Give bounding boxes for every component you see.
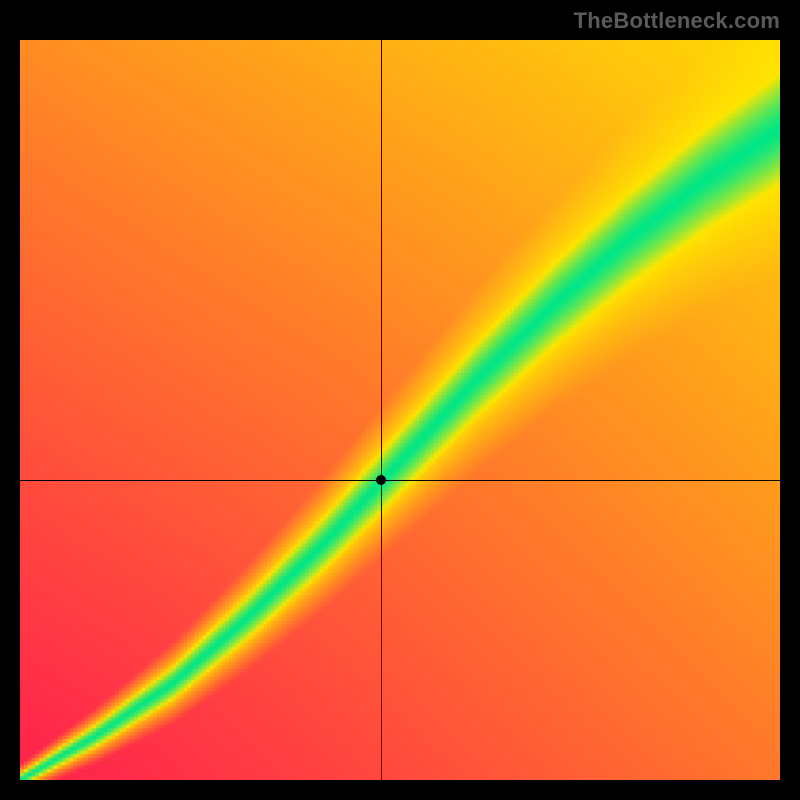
selection-marker [376,475,386,485]
watermark-text: TheBottleneck.com [574,8,780,34]
crosshair-vertical [381,40,382,780]
crosshair-horizontal [20,480,780,481]
plot-frame [20,40,780,780]
bottleneck-heatmap [20,40,780,780]
